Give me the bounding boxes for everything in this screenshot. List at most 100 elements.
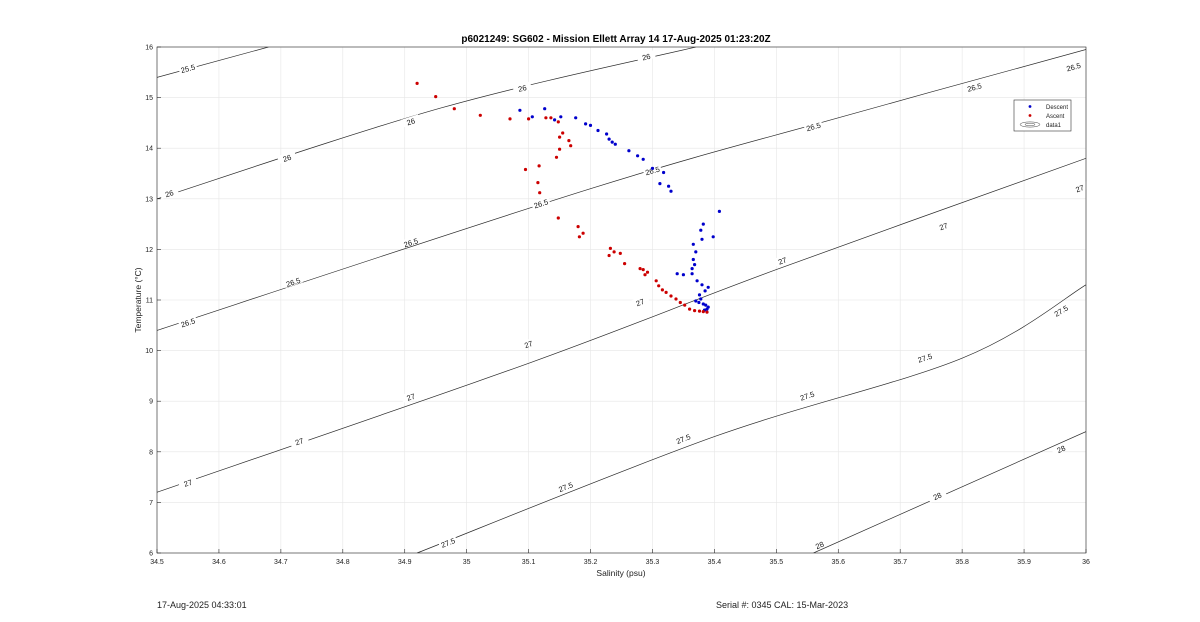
contour-label-group: 26.5 xyxy=(177,315,198,329)
legend-ascent-label: Ascent xyxy=(1046,114,1065,120)
grid-lines xyxy=(156,46,1087,554)
descent-point xyxy=(711,235,715,239)
ascent-point xyxy=(693,309,697,313)
chart-title: p6021249: SG602 - Mission Ellett Array 1… xyxy=(461,34,770,45)
contour-label-group: 27.5 xyxy=(914,350,935,365)
contour-label: 28 xyxy=(814,540,825,552)
contour-label: 26.5 xyxy=(533,197,550,210)
contour-label-bg xyxy=(277,150,297,164)
contour-label: 26 xyxy=(641,52,651,63)
x-tick-label: 35.8 xyxy=(955,559,969,566)
ascent-point xyxy=(561,131,565,135)
contour-line-26 xyxy=(157,47,696,200)
descent-point xyxy=(705,307,709,311)
x-tick-label: 34.9 xyxy=(398,559,412,566)
contour-label-group: 27 xyxy=(629,294,650,309)
contour-label-bg xyxy=(283,274,303,288)
contour-label-group: 27 xyxy=(1069,180,1090,195)
ascent-point xyxy=(556,120,560,124)
contour-label: 27 xyxy=(1074,183,1085,194)
x-tick-label: 35.4 xyxy=(708,559,722,566)
legend-descent-label: Descent xyxy=(1046,105,1068,111)
contour-label-bg xyxy=(636,50,656,63)
descent-point xyxy=(693,263,697,267)
footer-serial-cal: Serial #: 0345 CAL: 15-Mar-2023 xyxy=(716,600,849,610)
contour-label-bg xyxy=(964,80,984,93)
y-tick-label: 9 xyxy=(149,399,153,406)
contour-line-27.5 xyxy=(416,284,1086,553)
data-points xyxy=(415,81,722,314)
x-tick-label: 35.3 xyxy=(646,559,660,566)
contour-label-group: 26.5 xyxy=(803,119,823,134)
contour-line-25.5 xyxy=(157,47,269,78)
contour-label-group: 26 xyxy=(512,81,532,94)
y-tick-label: 16 xyxy=(145,45,153,52)
ascent-point xyxy=(558,147,562,151)
contour-label-bg xyxy=(400,235,421,249)
contour-label-group: 26 xyxy=(277,150,297,164)
x-tick-label: 35.9 xyxy=(1017,559,1031,566)
contour-label: 27 xyxy=(405,392,416,403)
contour-label: 26.5 xyxy=(805,121,822,134)
contour-label-group: 28 xyxy=(1050,441,1071,456)
descent-point xyxy=(703,289,707,293)
descent-point xyxy=(553,118,557,122)
ascent-point xyxy=(705,310,709,314)
legend-data1-label: data1 xyxy=(1046,123,1062,129)
contour-label-group: 27 xyxy=(400,389,421,403)
ascent-point xyxy=(581,231,585,235)
contour-line-26.5 xyxy=(157,49,1086,331)
ascent-point xyxy=(697,309,702,313)
contour-label-group: 27 xyxy=(177,475,198,489)
x-axis-label: Salinity (psu) xyxy=(596,568,645,578)
contour-line-28 xyxy=(813,431,1086,553)
contour-label: 26 xyxy=(406,116,417,127)
contour-label-group: 28 xyxy=(927,488,947,503)
contour-label: 27 xyxy=(294,436,305,447)
contour-label: 26.5 xyxy=(403,236,420,249)
ascent-point xyxy=(577,235,582,239)
contour-label-bg xyxy=(927,488,947,503)
ascent-point xyxy=(556,216,560,220)
descent-point xyxy=(667,184,671,188)
contour-label: 27 xyxy=(523,339,534,350)
contour-label-bg xyxy=(437,534,458,549)
descent-point xyxy=(584,122,588,126)
ascent-point xyxy=(569,144,573,148)
contour-label: 26.5 xyxy=(1065,61,1081,74)
descent-point xyxy=(700,283,704,287)
x-tick-label: 35.2 xyxy=(584,559,598,566)
x-tick-label: 34.7 xyxy=(274,559,288,566)
contour-label-bg xyxy=(1050,302,1071,319)
y-tick-label: 14 xyxy=(145,146,153,153)
ascent-point xyxy=(434,95,438,99)
contour-label-bg xyxy=(1063,59,1084,73)
descent-point xyxy=(695,279,699,283)
footer-timestamp: 17-Aug-2025 04:33:01 xyxy=(157,600,247,610)
ascent-point xyxy=(536,181,540,185)
contour-label-bg xyxy=(400,114,421,128)
legend-descent-marker xyxy=(1028,105,1032,108)
descent-point xyxy=(530,115,534,119)
ascent-point xyxy=(567,139,571,143)
contour-label: 26 xyxy=(164,188,175,199)
density-contour-labels: 25.5 26 26 26 26 26 26.5 26.5 26.5 26.5 26.5 26.5 26… xyxy=(159,50,1090,552)
contour-label-group: 26.5 xyxy=(642,163,662,177)
y-tick-label: 10 xyxy=(145,348,153,355)
contour-label: 26.5 xyxy=(180,316,197,329)
contour-label-group: 27 xyxy=(933,218,954,233)
y-tick-label: 13 xyxy=(145,196,153,203)
contour-label-group: 26 xyxy=(159,186,179,200)
contour-label-bg xyxy=(400,389,421,403)
ascent-point xyxy=(654,279,658,283)
contour-label: 25.5 xyxy=(180,63,196,76)
density-contours xyxy=(157,47,1086,553)
ascent-point xyxy=(669,294,673,298)
contour-label-group: 26.5 xyxy=(283,274,303,289)
ascent-point xyxy=(638,267,642,271)
descent-point xyxy=(681,273,686,277)
contour-label-bg xyxy=(177,475,198,489)
legend-contour-icon-inner xyxy=(1024,122,1036,127)
series-descent xyxy=(518,107,722,312)
contour-label-group: 27 xyxy=(518,336,539,351)
